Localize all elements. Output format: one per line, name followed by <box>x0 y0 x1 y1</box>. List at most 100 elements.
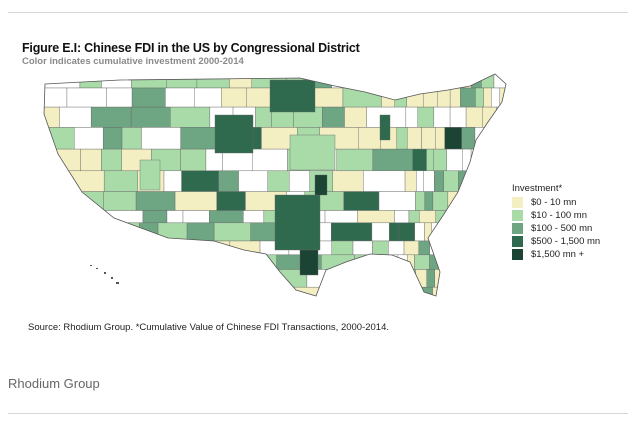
district <box>446 286 456 296</box>
district <box>170 286 211 296</box>
district <box>163 170 182 192</box>
district <box>418 240 430 256</box>
district <box>491 87 501 108</box>
district <box>408 210 420 224</box>
district <box>121 127 142 150</box>
district <box>394 286 409 296</box>
district <box>229 74 252 89</box>
district <box>314 174 328 196</box>
district <box>486 170 501 192</box>
district <box>196 74 230 89</box>
district <box>429 240 445 256</box>
legend-swatch <box>512 223 523 234</box>
district <box>434 170 444 192</box>
district <box>331 74 369 89</box>
district <box>289 134 336 171</box>
source-note: Source: Rhodium Group. *Cumulative Value… <box>28 322 390 333</box>
district <box>365 286 383 296</box>
district <box>499 170 506 192</box>
district <box>216 191 246 211</box>
district <box>473 191 487 211</box>
district <box>240 286 271 296</box>
district <box>332 269 360 288</box>
district <box>452 269 465 288</box>
district <box>397 254 408 270</box>
district <box>135 191 176 211</box>
district <box>382 254 399 270</box>
district <box>62 170 105 192</box>
district <box>344 106 367 128</box>
district <box>372 240 389 256</box>
district <box>463 222 472 242</box>
district <box>106 286 130 296</box>
district <box>488 286 500 296</box>
district <box>411 74 425 89</box>
legend-label: $1,500 mn + <box>531 249 585 260</box>
legend-item: $1,500 mn + <box>512 248 600 261</box>
district-cells <box>44 74 506 296</box>
district <box>422 87 438 108</box>
district <box>253 254 277 270</box>
district <box>499 87 506 108</box>
legend-swatch <box>512 249 523 260</box>
district <box>354 254 383 270</box>
district <box>196 240 231 256</box>
district <box>498 254 506 270</box>
district <box>475 210 484 224</box>
district <box>79 210 105 224</box>
district <box>475 286 490 296</box>
district <box>443 170 459 192</box>
district <box>182 210 210 224</box>
district <box>496 106 506 128</box>
district <box>462 148 472 172</box>
district <box>106 87 133 108</box>
district <box>165 87 195 108</box>
district <box>255 106 272 128</box>
district <box>299 249 319 276</box>
district <box>181 170 219 192</box>
district <box>371 222 390 242</box>
legend-item: $0 - 10 mn <box>512 196 600 209</box>
district <box>415 286 433 296</box>
district <box>421 127 436 150</box>
district <box>471 222 485 242</box>
district <box>460 87 476 108</box>
district <box>495 191 506 211</box>
district <box>406 254 415 270</box>
district <box>136 254 176 270</box>
district <box>238 170 268 192</box>
district <box>107 240 143 256</box>
district <box>191 269 223 288</box>
district <box>103 210 144 224</box>
district <box>490 127 505 150</box>
district <box>419 210 437 224</box>
district <box>454 222 465 242</box>
district <box>63 269 96 288</box>
district <box>404 170 417 192</box>
district <box>95 269 137 288</box>
district <box>174 191 217 211</box>
district <box>433 106 451 128</box>
district <box>44 269 64 288</box>
district <box>426 148 434 172</box>
district <box>388 240 405 256</box>
district <box>379 114 391 141</box>
district <box>211 254 254 270</box>
district <box>444 269 453 288</box>
district <box>142 240 180 256</box>
district <box>101 148 122 172</box>
district <box>80 148 102 172</box>
district <box>397 74 413 89</box>
district <box>44 286 76 296</box>
district <box>229 240 261 256</box>
district <box>444 254 461 270</box>
legend-title: Investment* <box>512 183 563 194</box>
district <box>243 269 269 288</box>
district <box>429 254 446 270</box>
district <box>504 127 506 150</box>
district <box>415 191 426 211</box>
district <box>139 222 159 242</box>
district <box>44 148 81 172</box>
district <box>447 191 463 211</box>
